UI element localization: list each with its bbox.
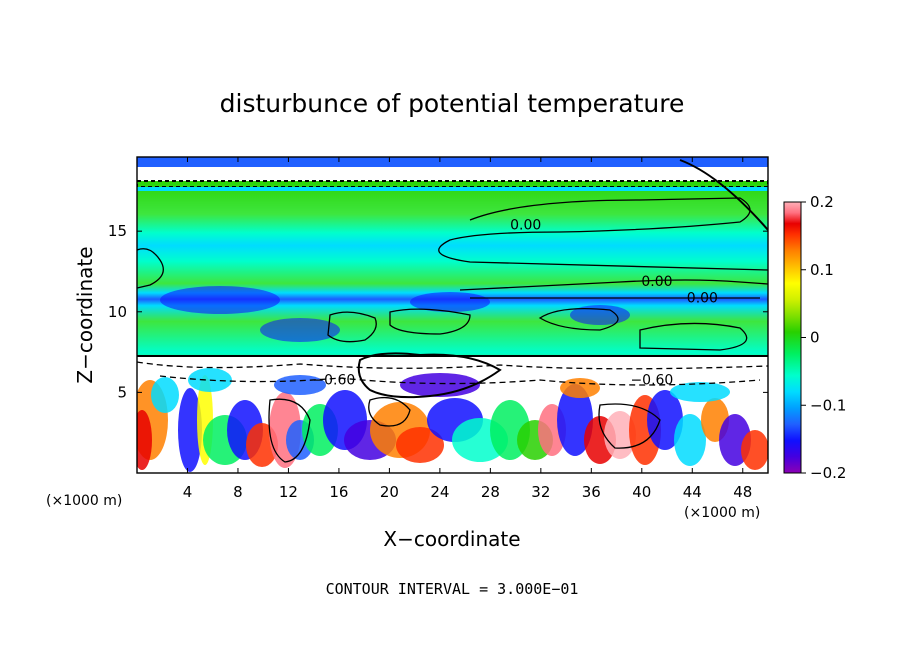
contour-line [159, 375, 761, 386]
field-blob [396, 427, 444, 463]
colorbar-tick-label: −0.1 [810, 396, 846, 414]
contour-label: 0.00 [510, 218, 541, 234]
y-axis: 5 10 15 [108, 222, 768, 401]
contour-line [357, 352, 502, 399]
contour-label: 0.00 [687, 290, 718, 306]
contour-label: 0.00 [641, 274, 672, 290]
contour-interval-text: CONTOUR INTERVAL = 3.000E−01 [326, 580, 579, 598]
top-band-white [137, 167, 768, 181]
field-blob [151, 377, 179, 413]
field-blob [674, 414, 706, 466]
x-tick-label: 8 [233, 483, 243, 501]
x-tick-label: 44 [683, 483, 702, 501]
colorbar [783, 201, 802, 474]
field-blob [647, 390, 683, 450]
top-band [137, 157, 768, 167]
top-band-cyan [137, 187, 768, 191]
y-tick-label: 10 [108, 303, 127, 321]
contour-labels: 0.00 0.00 0.00 −0.60 −0.60 [312, 218, 718, 389]
x-tick-label: 48 [733, 483, 752, 501]
y-tick-label: 15 [108, 222, 127, 240]
contour-line [598, 403, 661, 449]
plot-frame [136, 156, 769, 474]
plot-area: 0.00 0.00 0.00 −0.60 −0.60 [137, 157, 768, 473]
contour-line [368, 396, 411, 427]
lower-blobs [137, 286, 768, 472]
x-unit-left: (×1000 m) [46, 493, 122, 509]
x-tick-label: 20 [380, 483, 399, 501]
field-core [570, 305, 630, 325]
colorbar-tick-label: 0.1 [810, 261, 834, 279]
colorbar-tick-label: 0.2 [810, 193, 834, 211]
contour-line [639, 322, 748, 351]
field-core [410, 292, 490, 312]
colorbar-ticks: 0.2 0.1 0 −0.1 −0.2 [801, 193, 846, 482]
chart-title: disturbunce of potential temperature [220, 89, 685, 118]
x-axis: 4 8 12 16 20 24 28 32 36 40 44 48 [183, 157, 752, 501]
contour-line [268, 398, 311, 463]
field-blob [741, 430, 768, 470]
x-tick-label: 28 [481, 483, 500, 501]
x-tick-label: 16 [329, 483, 348, 501]
colorbar-tick-label: −0.2 [810, 464, 846, 482]
contour-line [137, 361, 768, 370]
x-tick-label: 40 [632, 483, 651, 501]
colorbar-tick-label: 0 [810, 329, 820, 347]
field-blob [557, 384, 593, 456]
contour-line [137, 248, 164, 289]
field-blob [137, 410, 152, 470]
x-tick-label: 24 [430, 483, 449, 501]
field-core [260, 318, 340, 342]
contour-label: −0.60 [312, 372, 355, 388]
field-blob [400, 373, 480, 397]
contour-line [538, 308, 619, 331]
contour-label: −0.60 [630, 372, 673, 388]
x-tick-label: 36 [582, 483, 601, 501]
contour-line [327, 311, 377, 343]
x-tick-label: 32 [531, 483, 550, 501]
contour-line [459, 279, 768, 291]
x-axis-label: X−coordinate [383, 527, 520, 551]
y-tick-label: 5 [117, 383, 127, 401]
field-blob [560, 378, 600, 398]
x-unit-right: (×1000 m) [684, 505, 760, 521]
contour-line [438, 197, 768, 271]
field-blob [670, 382, 730, 402]
field-blob [178, 388, 202, 472]
contour-lines [137, 159, 768, 463]
x-tick-label: 12 [279, 483, 298, 501]
field-core [160, 286, 280, 314]
contour-line [389, 308, 471, 335]
x-tick-label: 4 [183, 483, 193, 501]
y-axis-label: Z−coordinate [73, 246, 97, 383]
contour-line [679, 159, 768, 231]
